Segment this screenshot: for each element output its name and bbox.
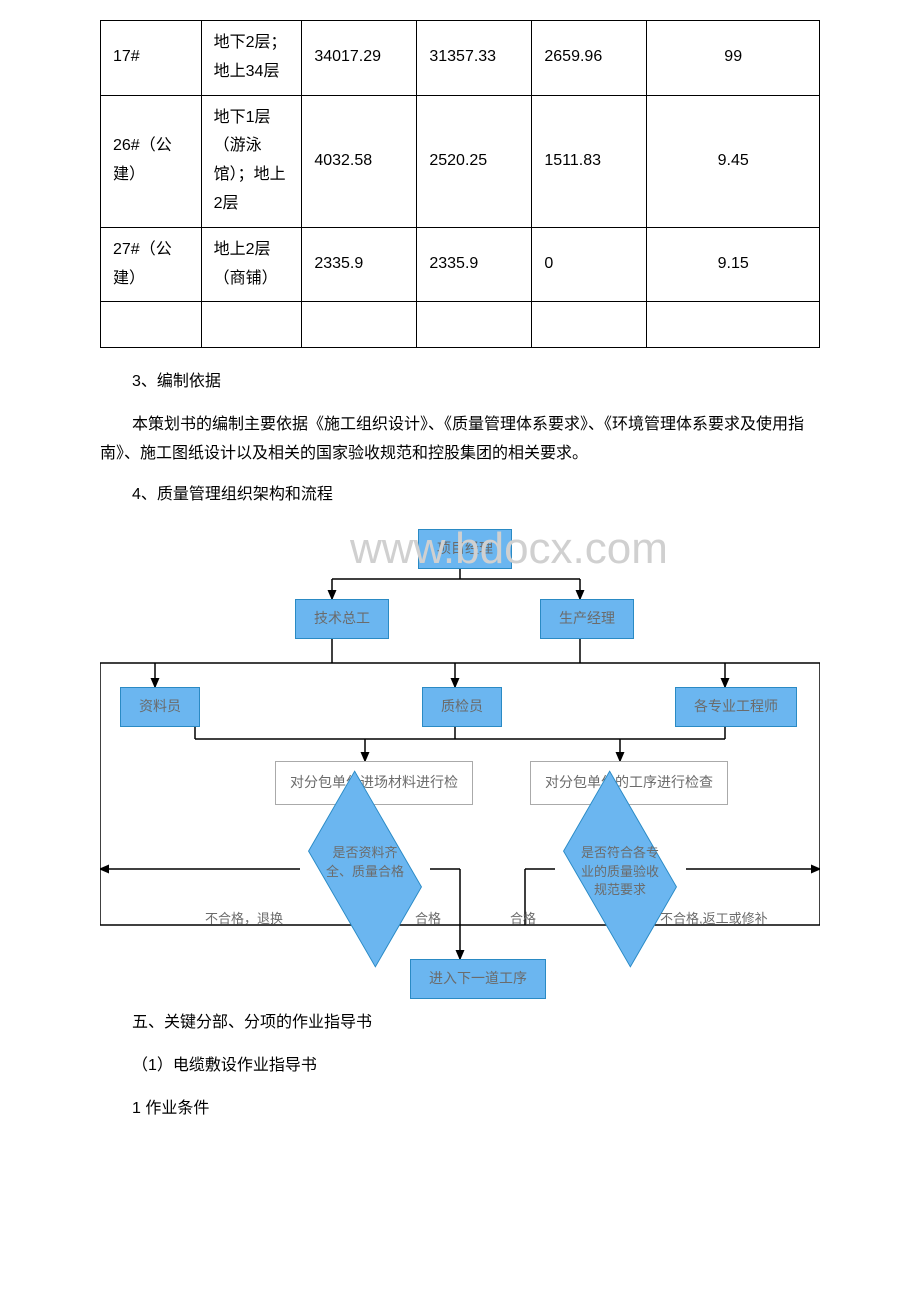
cell: 2659.96: [532, 21, 647, 96]
section-4-title: 4、质量管理组织架构和流程: [100, 481, 820, 510]
node-project-manager: 项目经理: [418, 529, 512, 568]
decision-process: 是否符合各专 业的质量验收 规范要求: [555, 824, 685, 914]
cell: 27#（公建）: [101, 227, 202, 302]
cell: 31357.33: [417, 21, 532, 96]
d2-line1: 是否符合各专: [581, 845, 659, 860]
d2-line2: 业的质量验收: [581, 864, 659, 879]
node-engineers: 各专业工程师: [675, 687, 797, 726]
d1-line1: 是否资料齐: [332, 845, 397, 860]
cell: 99: [647, 21, 820, 96]
cell: 9.45: [647, 95, 820, 227]
section-3-title: 3、编制依据: [100, 368, 820, 397]
decision-material: 是否资料齐 全、质量合格: [300, 824, 430, 914]
org-flowchart: 项目经理 技术总工 生产经理 资料员 质检员 各专业工程师 对分包单位进场材料进…: [100, 529, 820, 989]
section-5-1-1: 1 作业条件: [100, 1095, 820, 1124]
label-fail-right: 不合格,返工或修补: [660, 907, 768, 930]
node-production-manager: 生产经理: [540, 599, 634, 638]
cell: 2335.9: [302, 227, 417, 302]
table-row: 26#（公建） 地下1层（游泳馆）；地上2层 4032.58 2520.25 1…: [101, 95, 820, 227]
section-3-body: 本策划书的编制主要依据《施工组织设计》、《质量管理体系要求》、《环境管理体系要求…: [100, 411, 820, 469]
cell: 17#: [101, 21, 202, 96]
table-row: 17# 地下2层；地上34层 34017.29 31357.33 2659.96…: [101, 21, 820, 96]
label-ok-1: 合格: [415, 907, 441, 930]
section-5-title: 五、关键分部、分项的作业指导书: [100, 1009, 820, 1038]
cell: 地下1层（游泳馆）；地上2层: [201, 95, 302, 227]
d2-line3: 规范要求: [594, 882, 646, 897]
node-material-check: 对分包单位进场材料进行检: [275, 761, 473, 804]
node-documenter: 资料员: [120, 687, 200, 726]
label-fail-left: 不合格，退换: [205, 907, 283, 930]
table-row: 27#（公建） 地上2层（商铺） 2335.9 2335.9 0 9.15: [101, 227, 820, 302]
node-next-step: 进入下一道工序: [410, 959, 546, 998]
node-tech-chief: 技术总工: [295, 599, 389, 638]
cell: 地上2层（商铺）: [201, 227, 302, 302]
cell: 1511.83: [532, 95, 647, 227]
data-table: 17# 地下2层；地上34层 34017.29 31357.33 2659.96…: [100, 20, 820, 348]
cell: 2335.9: [417, 227, 532, 302]
label-ok-2: 合格: [510, 907, 536, 930]
section-5-1: （1）电缆敷设作业指导书: [100, 1052, 820, 1081]
cell: 地下2层；地上34层: [201, 21, 302, 96]
cell: 34017.29: [302, 21, 417, 96]
cell: 0: [532, 227, 647, 302]
node-process-check: 对分包单位的工序进行检查: [530, 761, 728, 804]
cell: 2520.25: [417, 95, 532, 227]
cell: 4032.58: [302, 95, 417, 227]
cell: 26#（公建）: [101, 95, 202, 227]
d1-line2: 全、质量合格: [326, 864, 404, 879]
table-row-empty: [101, 302, 820, 348]
node-qc-inspector: 质检员: [422, 687, 502, 726]
cell: 9.15: [647, 227, 820, 302]
